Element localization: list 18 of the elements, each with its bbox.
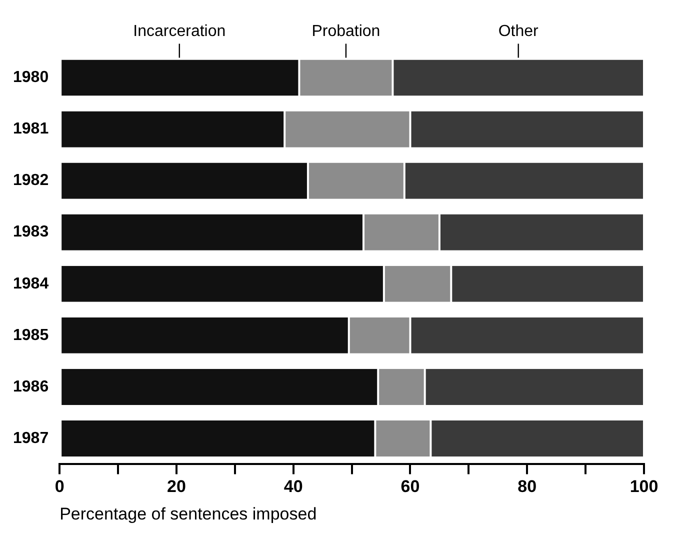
series-label: Other bbox=[498, 23, 540, 40]
y-tick-label: 1982 bbox=[13, 172, 49, 190]
x-tick-label: 60 bbox=[400, 477, 420, 496]
x-tick-label: 0 bbox=[54, 477, 64, 496]
series-label: Probation bbox=[312, 23, 380, 40]
x-tick-label: 100 bbox=[630, 477, 658, 496]
y-tick-label: 1981 bbox=[13, 120, 49, 138]
y-tick-label: 1984 bbox=[13, 275, 49, 292]
y-tick-label: 1980 bbox=[13, 69, 49, 86]
series-label: Incarceration bbox=[133, 23, 226, 40]
y-tick-label: 1983 bbox=[13, 224, 49, 241]
x-tick-label: 80 bbox=[518, 477, 537, 496]
x-axis-title: Percentage of sentences imposed bbox=[60, 504, 317, 524]
x-tick-label: 40 bbox=[284, 477, 303, 496]
y-tick-label: 1985 bbox=[13, 326, 49, 344]
y-tick-label: 1986 bbox=[13, 378, 49, 396]
y-tick-label: 1987 bbox=[13, 430, 49, 447]
x-tick-label: 20 bbox=[167, 477, 186, 496]
